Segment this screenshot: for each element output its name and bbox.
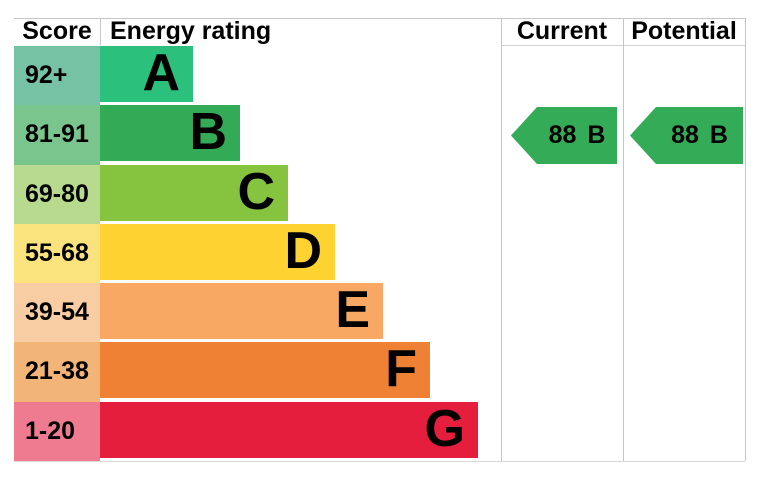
score-range-e: 39-54 xyxy=(14,283,100,343)
current-rating-value: 88 xyxy=(548,121,577,149)
score-range-c: 69-80 xyxy=(14,164,100,224)
current-rating-arrow: 88 B xyxy=(511,107,617,164)
band-bar-c: C xyxy=(100,162,288,221)
band-row-b: 81-91 B xyxy=(14,103,478,165)
band-letter-b: B xyxy=(189,103,227,162)
current-rating-band: B xyxy=(587,121,606,149)
band-letter-c: C xyxy=(237,162,275,221)
potential-rating-value: 88 xyxy=(671,121,699,149)
potential-rating-arrow: 88 B xyxy=(630,107,743,164)
table-right-border xyxy=(745,18,746,461)
energy-rating-column-header: Energy rating xyxy=(110,17,272,45)
band-row-e: 39-54 E xyxy=(14,281,478,343)
table-top-border xyxy=(14,18,745,19)
score-column-header: Score xyxy=(22,17,92,45)
current-column-divider xyxy=(501,18,502,461)
score-range-d: 55-68 xyxy=(14,223,100,284)
band-bar-b: B xyxy=(100,103,240,162)
band-bar-g: G xyxy=(100,399,478,458)
band-letter-f: F xyxy=(385,340,417,399)
table-bottom-border xyxy=(14,461,745,462)
score-column-divider xyxy=(100,18,101,45)
score-range-f: 21-38 xyxy=(14,342,100,402)
score-range-b: 81-91 xyxy=(14,105,100,165)
band-bar-a: A xyxy=(100,46,193,102)
score-range-g: 1-20 xyxy=(14,401,100,461)
band-row-d: 55-68 D xyxy=(14,221,478,284)
bands-rows: 92+ A 81-91 B 69-80 C 55-68 D 39-54 E 21-38 F 1-20 G xyxy=(14,46,478,461)
band-bar-e: E xyxy=(100,281,383,340)
band-row-a: 92+ A xyxy=(14,46,478,106)
band-letter-e: E xyxy=(335,281,370,340)
band-row-f: 21-38 F xyxy=(14,340,478,402)
band-bar-d: D xyxy=(100,221,335,280)
band-row-g: 1-20 G xyxy=(14,399,478,461)
current-column-header: Current xyxy=(516,17,608,45)
potential-column-header: Potential xyxy=(631,17,737,45)
band-bar-f: F xyxy=(100,340,430,399)
band-letter-g: G xyxy=(424,399,465,458)
band-row-c: 69-80 C xyxy=(14,162,478,224)
score-range-a: 92+ xyxy=(14,46,100,106)
potential-rating-band: B xyxy=(709,121,728,149)
band-letter-a: A xyxy=(142,44,180,102)
band-letter-d: D xyxy=(284,221,322,280)
potential-column-divider xyxy=(623,18,624,461)
